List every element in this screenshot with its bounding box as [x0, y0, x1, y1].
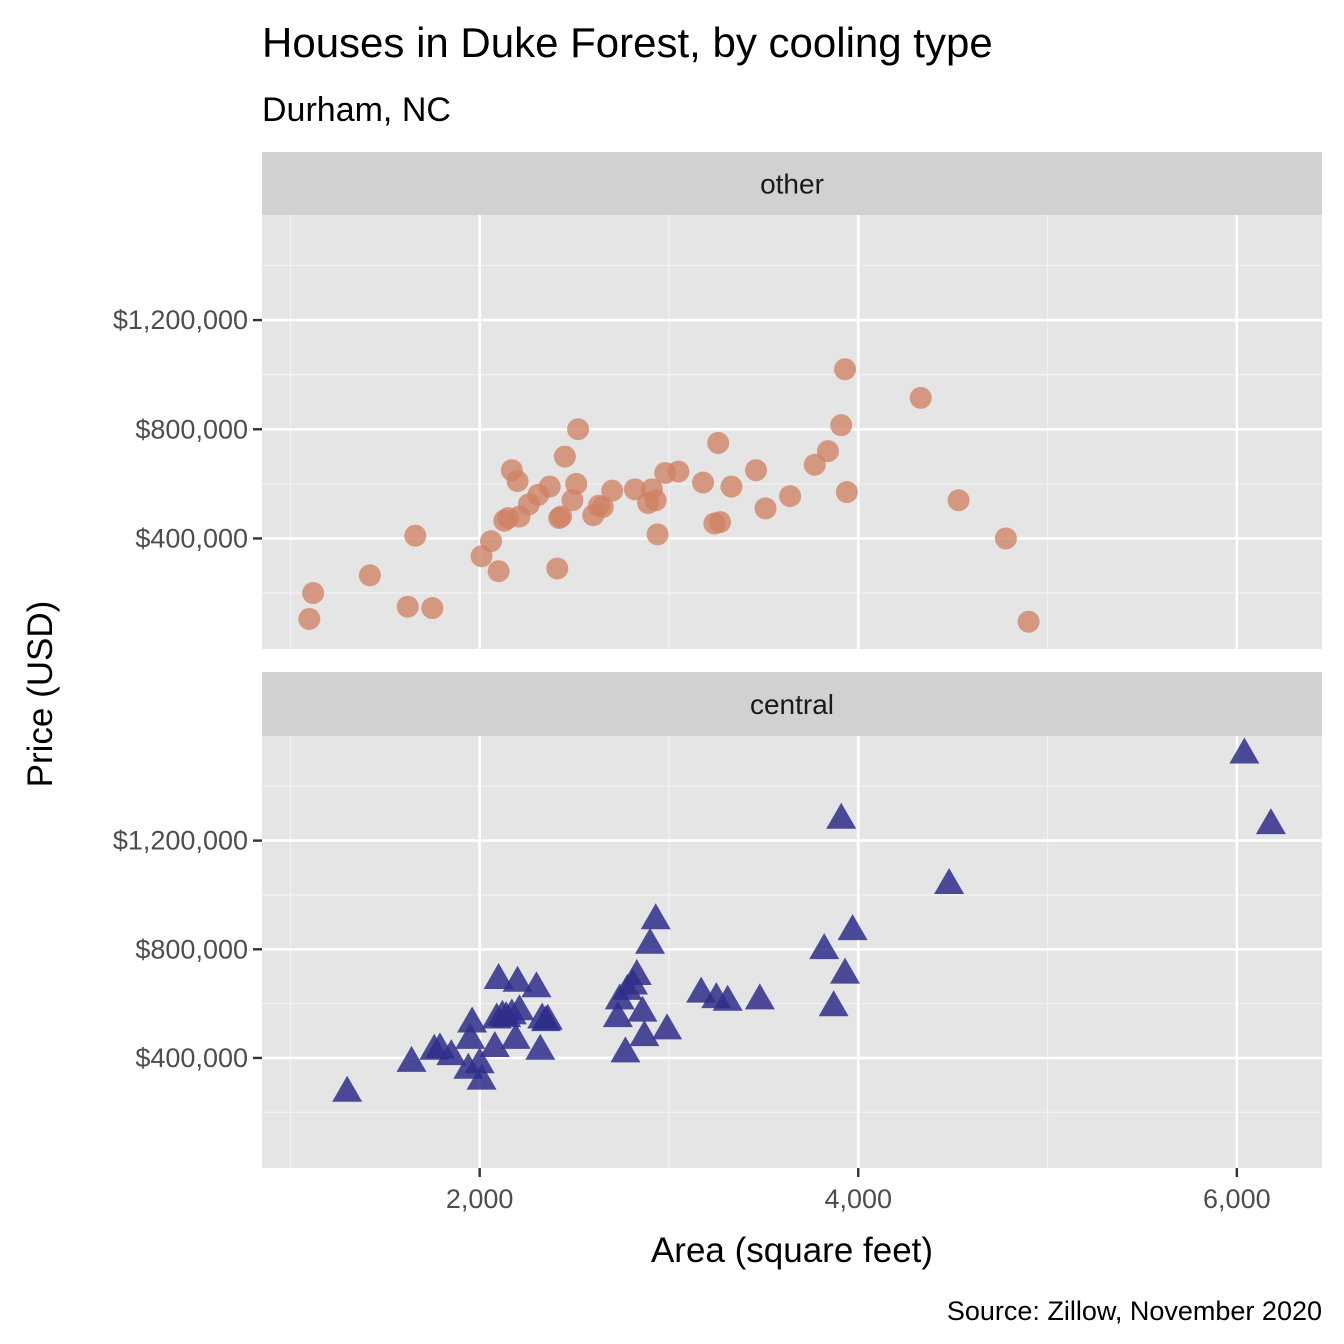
data-point — [404, 524, 427, 547]
data-point — [396, 1045, 427, 1072]
data-point — [621, 958, 652, 985]
data-point — [623, 478, 646, 501]
data-point — [934, 867, 965, 894]
data-point — [502, 965, 533, 992]
data-point — [779, 485, 802, 508]
y-axis-title: Price (USD) — [21, 601, 60, 788]
data-point — [837, 914, 868, 941]
data-point — [1255, 808, 1286, 835]
data-point — [652, 1013, 683, 1040]
data-point — [455, 1022, 486, 1049]
data-point — [947, 489, 970, 512]
data-point — [816, 440, 839, 463]
facet-strip-label: central — [750, 689, 834, 720]
data-point — [546, 557, 569, 580]
data-point — [332, 1075, 363, 1102]
data-point — [464, 1047, 495, 1074]
data-point — [707, 431, 730, 454]
y-tick-label: $800,000 — [135, 414, 248, 444]
data-point — [610, 1036, 641, 1063]
data-point — [994, 527, 1017, 550]
y-tick-label: $400,000 — [135, 523, 248, 553]
points-central — [332, 737, 1286, 1102]
data-point — [480, 530, 503, 553]
facet-strip-label: other — [760, 169, 824, 200]
data-point — [830, 957, 860, 984]
data-point — [553, 445, 576, 468]
data-point — [483, 963, 514, 990]
x-axis-title: Area (square feet) — [651, 1231, 933, 1270]
facet-panel-central: central $400,000 $800,000 $1,200,000 — [113, 672, 1322, 1168]
chart-title: Houses in Duke Forest, by cooling type — [262, 19, 993, 66]
data-point — [720, 475, 743, 498]
data-point — [635, 927, 666, 954]
data-point — [834, 358, 856, 381]
data-point — [521, 971, 552, 998]
chart-subtitle: Durham, NC — [262, 91, 451, 129]
data-point — [1017, 610, 1040, 633]
data-point — [421, 597, 444, 620]
data-point — [712, 984, 743, 1011]
data-point — [538, 475, 561, 498]
data-point — [525, 1033, 556, 1060]
chart-caption: Source: Zillow, November 2020 — [947, 1296, 1322, 1326]
y-tick-label: $400,000 — [135, 1043, 248, 1073]
facet-strip — [262, 152, 1322, 215]
data-point — [565, 472, 588, 495]
facet-panel-other: other $400,000 $800,000 $1,200,000 — [113, 152, 1322, 649]
data-point — [601, 479, 624, 502]
data-point — [396, 595, 419, 618]
data-point — [830, 414, 853, 437]
data-point — [466, 1063, 497, 1090]
data-point — [826, 802, 857, 829]
data-point — [298, 607, 321, 630]
data-point — [506, 470, 529, 493]
x-tick-label: 4,000 — [824, 1184, 892, 1214]
data-point — [835, 481, 858, 504]
data-point — [487, 560, 510, 583]
data-point — [745, 459, 768, 482]
data-point — [909, 386, 932, 409]
data-point — [744, 983, 775, 1010]
data-point — [436, 1039, 467, 1066]
data-point — [457, 1006, 488, 1033]
x-axis: 2,000 4,000 6,000 — [446, 1168, 1271, 1214]
data-point — [591, 496, 614, 519]
x-tick-label: 6,000 — [1203, 1184, 1271, 1214]
data-point — [500, 1022, 531, 1049]
panel-background — [262, 215, 1322, 649]
data-point — [532, 1003, 563, 1030]
facet-panels: other $400,000 $800,000 $1,200,000 central $4… — [113, 152, 1322, 1168]
data-point — [667, 460, 690, 483]
data-point — [818, 990, 849, 1017]
data-point — [692, 471, 715, 494]
data-point — [629, 1020, 660, 1047]
data-point — [358, 564, 381, 587]
data-point — [709, 511, 732, 534]
data-point — [504, 994, 535, 1021]
points-other — [298, 358, 1040, 633]
y-tick-label: $1,200,000 — [113, 826, 248, 856]
data-point — [640, 903, 671, 930]
data-point — [479, 1030, 510, 1057]
data-point — [644, 489, 667, 512]
y-tick-label: $800,000 — [135, 934, 248, 964]
data-point — [809, 933, 840, 960]
data-point — [1229, 737, 1260, 764]
data-point — [627, 995, 658, 1022]
data-point — [302, 582, 325, 605]
data-point — [561, 489, 584, 512]
data-point — [803, 453, 826, 476]
data-point — [646, 523, 669, 546]
x-tick-label: 2,000 — [446, 1184, 514, 1214]
panel-background — [262, 736, 1322, 1168]
data-point — [567, 418, 590, 441]
facet-strip — [262, 672, 1322, 736]
data-point — [550, 505, 573, 528]
data-point — [754, 497, 777, 520]
y-tick-label: $1,200,000 — [113, 305, 248, 335]
data-point — [602, 1001, 633, 1028]
